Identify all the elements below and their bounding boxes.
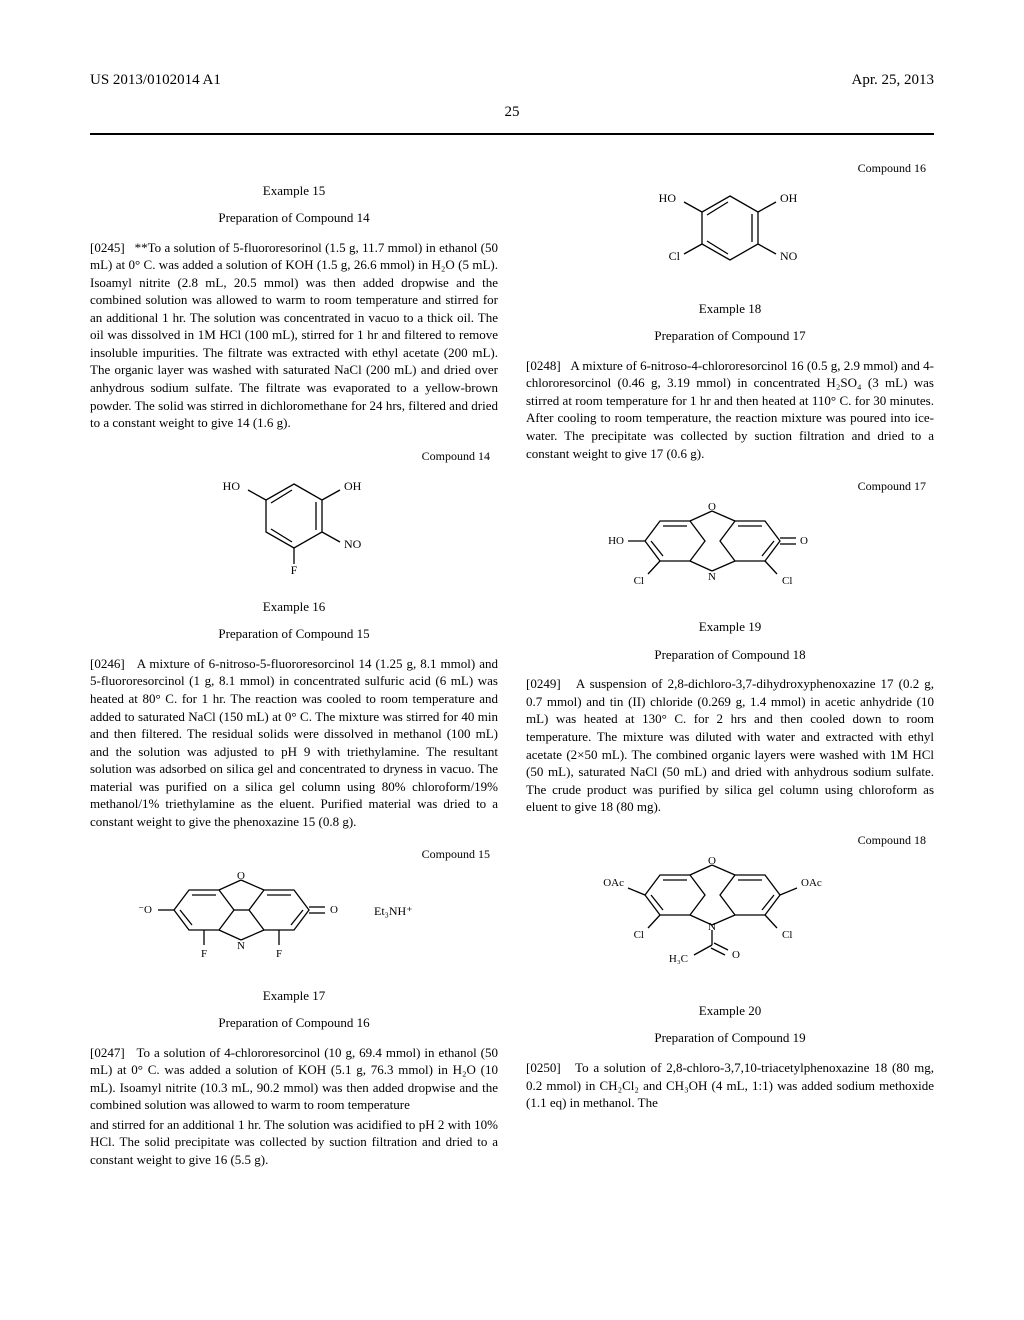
svg-text:NO: NO xyxy=(344,537,362,551)
structure-compound-16: HO OH NO Cl xyxy=(640,178,820,278)
svg-text:HO: HO xyxy=(223,479,241,493)
svg-text:HO: HO xyxy=(608,535,624,547)
para-num: [0246] xyxy=(90,656,125,671)
compound-label: Compound 16 xyxy=(526,160,934,176)
prep-title: Preparation of Compound 14 xyxy=(90,209,498,227)
paragraph: [0246] A mixture of 6-nitroso-5-fluorore… xyxy=(90,655,498,830)
example-title: Example 17 xyxy=(90,987,498,1005)
prep-title: Preparation of Compound 16 xyxy=(90,1014,498,1032)
svg-text:Cl: Cl xyxy=(782,929,792,941)
svg-text:O: O xyxy=(330,904,338,916)
svg-text:F: F xyxy=(201,948,207,960)
para-num: [0247] xyxy=(90,1045,125,1060)
svg-text:OH: OH xyxy=(344,479,362,493)
compound-label: Compound 14 xyxy=(90,448,498,464)
svg-text:NO: NO xyxy=(780,249,798,263)
para-num: [0245] xyxy=(90,240,125,255)
paragraph: [0247] To a solution of 4-chlororesorcin… xyxy=(90,1044,498,1114)
svg-text:Cl: Cl xyxy=(634,929,644,941)
para-text: A mixture of 6-nitroso-4-chlororesorcino… xyxy=(526,358,934,461)
example-title: Example 18 xyxy=(526,300,934,318)
header-rule xyxy=(90,133,934,135)
para-text: **To a solution of 5-fluororesorinol (1.… xyxy=(90,240,498,430)
para-num: [0250] xyxy=(526,1060,561,1075)
paragraph: [0249] A suspension of 2,8-dichloro-3,7-… xyxy=(526,675,934,815)
structure-compound-15: O N ⁻O O F F Et₃NH⁺ xyxy=(134,865,454,965)
example-title: Example 19 xyxy=(526,618,934,636)
svg-text:OAc: OAc xyxy=(801,877,822,889)
paragraph: [0248] A mixture of 6-nitroso-4-chlorore… xyxy=(526,357,934,462)
paragraph: [0250] To a solution of 2,8-chloro-3,7,1… xyxy=(526,1059,934,1112)
svg-text:N: N xyxy=(708,921,716,933)
svg-text:O: O xyxy=(708,501,716,513)
prep-title: Preparation of Compound 18 xyxy=(526,646,934,664)
para-text: A suspension of 2,8-dichloro-3,7-dihydro… xyxy=(526,676,934,814)
prep-title: Preparation of Compound 19 xyxy=(526,1029,934,1047)
svg-text:N: N xyxy=(708,571,716,583)
doc-date: Apr. 25, 2013 xyxy=(852,70,935,90)
structure-compound-14: HO OH NO F xyxy=(204,466,384,576)
para-text: To a solution of 2,8-chloro-3,7,10-triac… xyxy=(526,1060,934,1110)
example-title: Example 15 xyxy=(90,182,498,200)
svg-text:Et₃NH⁺: Et₃NH⁺ xyxy=(374,904,413,918)
svg-text:OH: OH xyxy=(780,191,798,205)
para-text: A mixture of 6-nitroso-5-fluororesorcino… xyxy=(90,656,498,829)
structure-compound-17: O N HO O Cl Cl xyxy=(600,496,860,596)
svg-text:HO: HO xyxy=(659,191,677,205)
example-title: Example 16 xyxy=(90,598,498,616)
svg-text:O: O xyxy=(732,949,740,961)
svg-text:N: N xyxy=(237,940,245,952)
svg-text:O: O xyxy=(708,855,716,867)
doc-id: US 2013/0102014 A1 xyxy=(90,70,221,90)
para-text: To a solution of 4-chlororesorcinol (10 … xyxy=(90,1045,498,1113)
structure-compound-18: O N OAc OAc Cl Cl H₃C O xyxy=(590,850,870,980)
svg-text:OAc: OAc xyxy=(603,877,624,889)
page-number: 25 xyxy=(90,102,934,122)
svg-text:O: O xyxy=(237,870,245,882)
compound-label: Compound 15 xyxy=(90,846,498,862)
para-num: [0248] xyxy=(526,358,561,373)
compound-label: Compound 17 xyxy=(526,478,934,494)
svg-text:O: O xyxy=(800,535,808,547)
prep-title: Preparation of Compound 15 xyxy=(90,625,498,643)
compound-label: Compound 18 xyxy=(526,832,934,848)
para-num: [0249] xyxy=(526,676,561,691)
example-title: Example 20 xyxy=(526,1002,934,1020)
svg-text:F: F xyxy=(291,563,298,576)
svg-text:Cl: Cl xyxy=(634,575,644,587)
svg-text:Cl: Cl xyxy=(669,249,681,263)
svg-text:⁻O: ⁻O xyxy=(138,904,152,916)
paragraph: [0245] **To a solution of 5-fluororesori… xyxy=(90,239,498,432)
svg-text:F: F xyxy=(276,948,282,960)
paragraph-continuation: and stirred for an additional 1 hr. The … xyxy=(90,1116,498,1169)
svg-text:Cl: Cl xyxy=(782,575,792,587)
svg-text:H₃C: H₃C xyxy=(669,953,688,965)
prep-title: Preparation of Compound 17 xyxy=(526,327,934,345)
